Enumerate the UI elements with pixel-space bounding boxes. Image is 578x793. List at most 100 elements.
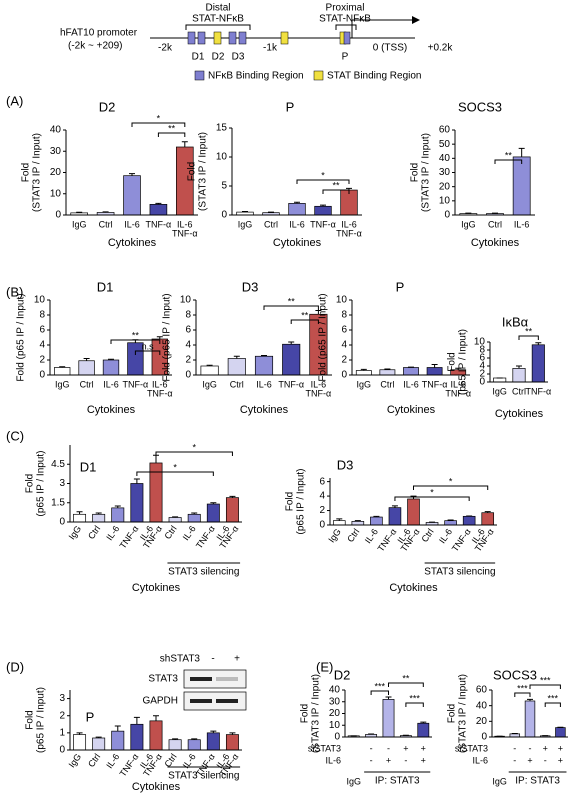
y-tick-label: 2 [341, 355, 347, 366]
condition-sign: - [513, 743, 516, 753]
y-tick-label: 0 [481, 732, 487, 743]
bar [225, 497, 239, 523]
y-tick-label: 0 [341, 370, 347, 381]
bar [388, 507, 402, 526]
bar [206, 732, 220, 751]
legend-label: NFκB Binding Region [208, 71, 304, 82]
y-axis-label: Fold [447, 352, 458, 371]
error-bar [108, 358, 114, 360]
bar [254, 355, 274, 376]
significance-label: ** [288, 296, 296, 306]
bar [149, 204, 168, 216]
bar [78, 360, 95, 376]
blot-row: STAT3 [148, 674, 178, 685]
significance-bracket [388, 682, 424, 687]
significance-bracket [110, 339, 161, 344]
x-tick-label: TNF-α [525, 386, 551, 396]
x-tick-label: IL-6 [450, 379, 466, 389]
proximal-label: Proximal [326, 3, 365, 14]
error-bar [336, 518, 343, 521]
panel-label: (A) [6, 93, 23, 108]
blot-band [216, 677, 238, 681]
promoter-name: hFAT10 promoter [60, 28, 138, 39]
y-tick-label: 10 [216, 152, 228, 163]
bar [288, 203, 306, 216]
significance-bracket [322, 189, 350, 194]
bar [407, 498, 420, 526]
y-tick-label: 4 [319, 491, 325, 502]
x-tick-label: TNF-α [118, 524, 141, 551]
bar [370, 516, 383, 526]
significance-label: *** [548, 693, 559, 703]
bar [73, 734, 87, 751]
x-axis-label: Cytokines [132, 582, 181, 594]
significance-bracket [544, 702, 561, 707]
x-tick-label: IL-6 [363, 527, 380, 545]
error-bar [391, 505, 398, 508]
condition-sign: + [421, 755, 426, 765]
site-label: D2 [212, 52, 225, 63]
chart-title: D3 [337, 457, 354, 472]
bar [351, 521, 365, 526]
error-bar [233, 355, 240, 359]
panel-label: (E) [316, 659, 333, 674]
condition-label: siSTAT3 [308, 743, 341, 753]
blot-band [190, 677, 212, 681]
x-axis-label: Cytokines [273, 237, 322, 249]
error-bar [294, 201, 300, 204]
y-tick-label: 10 [50, 188, 62, 199]
x-tick-label: IgG [202, 379, 217, 389]
chart-title: D2 [334, 667, 351, 682]
error-bar [518, 147, 525, 157]
significance-bracket [405, 702, 424, 707]
y-tick-label: 2 [39, 355, 45, 366]
position-label: -2k [158, 43, 173, 54]
condition-sign: - [544, 755, 547, 765]
condition-sign: - [370, 755, 373, 765]
condition-sign: - [513, 755, 516, 765]
error-bar [95, 736, 102, 738]
y-axis-label: Fold [447, 704, 458, 723]
y-tick-label: 8 [39, 310, 45, 321]
legend-swatch [313, 70, 324, 81]
significance-bracket [157, 132, 186, 137]
y-tick-label: 20 [476, 716, 488, 727]
x-tick-label: IgG [67, 524, 84, 542]
x-tick-label: TNF-α [306, 388, 332, 398]
y-tick-label: 15 [216, 123, 228, 134]
error-bar [242, 211, 248, 213]
significance-label: *** [517, 683, 528, 693]
legend-label: STAT Binding Region [327, 71, 422, 82]
x-tick-label: IL-6 [124, 219, 140, 229]
x-tick-label: TNF-α [445, 388, 471, 398]
x-tick-label: Ctrl [86, 524, 102, 541]
bar [168, 739, 182, 751]
x-tick-label: TNF-α [278, 379, 304, 389]
y-axis-label: Fold [410, 163, 421, 182]
significance-label: ** [301, 310, 309, 320]
chart-title: P [286, 99, 295, 114]
significance-bracket [413, 485, 489, 490]
x-tick-label: IL-6 [104, 752, 121, 770]
condition-label: siSTAT3 [455, 743, 488, 753]
bar [149, 720, 163, 751]
x-tick-label: IL-6 [341, 219, 357, 229]
x-tick-label: Ctrl [488, 219, 502, 229]
x-axis-label: Cytokines [108, 237, 157, 249]
y-axis-label: (p65 IP / Input) [458, 329, 469, 395]
significance-label: ** [332, 180, 340, 190]
tss-arrow [351, 19, 412, 38]
y-tick-label: 8 [185, 310, 191, 321]
bar [92, 513, 106, 523]
bar [379, 369, 396, 376]
y-tick-label: 10 [329, 720, 341, 731]
significance-bracket [134, 350, 161, 355]
bar [102, 359, 120, 376]
bar [426, 367, 443, 376]
y-tick-label: 0 [479, 377, 485, 388]
y-axis-label: (p65 IP / Input) [36, 451, 47, 517]
y-tick-label: 2 [185, 355, 191, 366]
bar [417, 722, 430, 738]
x-tick-label: TNF-α [310, 219, 336, 229]
x-tick-label: TNF-α [422, 379, 448, 389]
